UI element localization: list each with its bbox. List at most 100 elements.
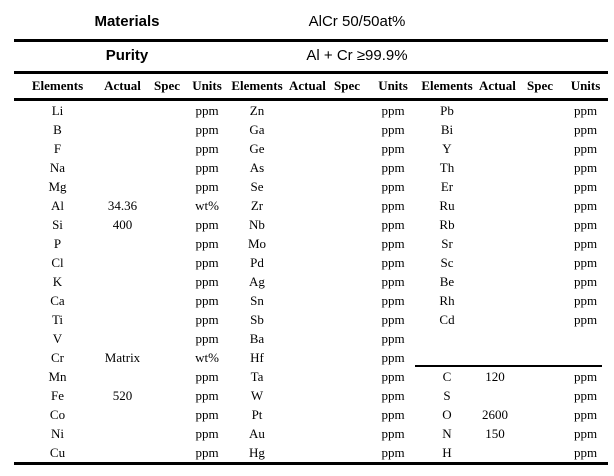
element-cell: Hg bbox=[249, 445, 265, 460]
spec-cell bbox=[323, 367, 371, 386]
element-cell: Nb bbox=[249, 217, 265, 232]
spec-cell bbox=[323, 348, 371, 367]
actual-cell bbox=[100, 101, 145, 120]
actual-cell: 520 bbox=[112, 388, 133, 403]
actual-cell bbox=[479, 139, 511, 158]
units-cell: ppm bbox=[195, 331, 219, 346]
actual-cell bbox=[289, 329, 323, 348]
spec-cell bbox=[511, 424, 569, 443]
element-cell: Rb bbox=[439, 217, 455, 232]
spec-cell bbox=[145, 139, 189, 158]
units-cell: ppm bbox=[381, 331, 405, 346]
column-header-actual: Actual bbox=[289, 78, 326, 93]
element-cell: Hf bbox=[250, 350, 264, 365]
element-cell: Mo bbox=[247, 236, 267, 251]
element-cell: Zr bbox=[250, 198, 264, 213]
purity-value: Al + Cr ≥99.9% bbox=[306, 47, 408, 64]
actual-cell bbox=[289, 120, 323, 139]
element-cell: Si bbox=[52, 217, 63, 232]
units-cell: ppm bbox=[381, 255, 405, 270]
actual-cell bbox=[479, 310, 511, 329]
element-cell: Mg bbox=[48, 179, 67, 194]
units-cell: ppm bbox=[573, 426, 598, 441]
actual-cell bbox=[100, 405, 145, 424]
spec-cell bbox=[323, 234, 371, 253]
element-cell: As bbox=[249, 160, 265, 175]
actual-cell bbox=[289, 386, 323, 405]
spec-cell bbox=[323, 196, 371, 215]
units-cell: ppm bbox=[573, 198, 598, 213]
spec-cell bbox=[145, 310, 189, 329]
element-cell: S bbox=[443, 388, 451, 403]
spec-cell bbox=[323, 443, 371, 462]
spec-cell bbox=[145, 215, 189, 234]
units-cell: ppm bbox=[573, 122, 598, 137]
units-cell: ppm bbox=[381, 198, 405, 213]
actual-cell: 400 bbox=[112, 217, 133, 232]
spec-cell bbox=[145, 158, 189, 177]
element-cell: Mn bbox=[48, 369, 67, 384]
units-cell: ppm bbox=[381, 103, 405, 118]
units-cell: ppm bbox=[381, 160, 405, 175]
spec-cell bbox=[145, 234, 189, 253]
actual-cell bbox=[479, 177, 511, 196]
units-cell: ppm bbox=[381, 274, 405, 289]
actual-cell bbox=[289, 443, 323, 462]
element-cell: Be bbox=[439, 274, 455, 289]
spec-cell bbox=[145, 120, 189, 139]
spec-cell bbox=[511, 367, 569, 386]
element-cell: N bbox=[442, 426, 452, 441]
element-cell: Ca bbox=[50, 293, 65, 308]
column-header-spec: Spec bbox=[334, 78, 360, 93]
spec-cell bbox=[145, 424, 189, 443]
spec-cell bbox=[145, 367, 189, 386]
actual-cell bbox=[100, 234, 145, 253]
element-cell: Ru bbox=[439, 198, 455, 213]
spec-cell bbox=[323, 291, 371, 310]
units-cell: ppm bbox=[195, 255, 219, 270]
units-cell: wt% bbox=[195, 198, 219, 213]
actual-cell bbox=[100, 120, 145, 139]
column-header-spec: Spec bbox=[154, 78, 180, 93]
element-cell: Y bbox=[442, 141, 452, 156]
spec-cell bbox=[323, 329, 371, 348]
spec-cell bbox=[511, 253, 569, 272]
element-cell: V bbox=[52, 331, 63, 346]
units-cell: ppm bbox=[381, 293, 405, 308]
units-cell: ppm bbox=[573, 103, 598, 118]
actual-cell bbox=[479, 253, 511, 272]
units-cell: ppm bbox=[195, 122, 219, 137]
element-cell: Na bbox=[49, 160, 66, 175]
actual-cell bbox=[289, 177, 323, 196]
units-cell: ppm bbox=[195, 217, 219, 232]
actual-cell bbox=[100, 272, 145, 291]
units-cell: ppm bbox=[573, 236, 598, 251]
actual-cell bbox=[100, 424, 145, 443]
actual-cell: 150 bbox=[485, 426, 505, 441]
purity-label: Purity bbox=[105, 47, 149, 64]
actual-cell bbox=[100, 291, 145, 310]
actual-cell bbox=[289, 310, 323, 329]
units-cell: ppm bbox=[573, 160, 598, 175]
column-header-actual: Actual bbox=[104, 78, 141, 93]
actual-cell bbox=[100, 310, 145, 329]
element-cell: Pt bbox=[251, 407, 263, 422]
spec-cell bbox=[511, 196, 569, 215]
column-header-spec: Spec bbox=[527, 78, 553, 93]
element-cell: Ti bbox=[51, 312, 64, 327]
units-cell: ppm bbox=[381, 350, 405, 365]
horizontal-rule bbox=[14, 71, 608, 74]
actual-cell bbox=[100, 329, 145, 348]
spec-cell bbox=[511, 177, 569, 196]
spec-cell bbox=[323, 120, 371, 139]
horizontal-rule bbox=[14, 39, 608, 42]
actual-cell bbox=[100, 443, 145, 462]
units-cell: ppm bbox=[195, 179, 219, 194]
spec-cell bbox=[145, 177, 189, 196]
spec-cell bbox=[323, 405, 371, 424]
element-cell: C bbox=[442, 369, 452, 384]
element-cell: H bbox=[442, 445, 452, 460]
actual-cell bbox=[479, 101, 511, 120]
element-cell: Co bbox=[49, 407, 66, 422]
units-cell: ppm bbox=[381, 312, 405, 327]
